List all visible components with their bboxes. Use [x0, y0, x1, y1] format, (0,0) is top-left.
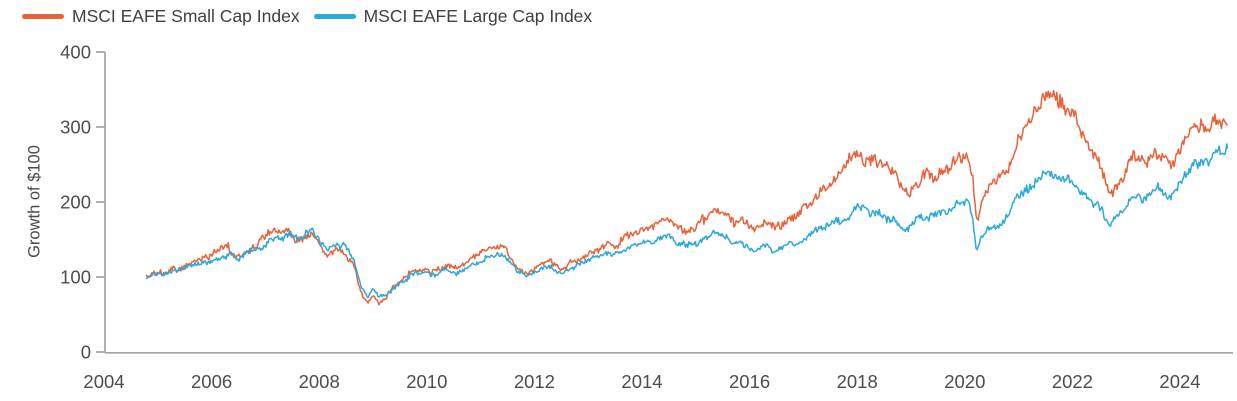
x-tick-label-2006: 2006	[191, 371, 232, 392]
x-tick-label-2020: 2020	[944, 371, 985, 392]
tick-labels: 0 100 200 300 400 2004 2006 2008 2010 2012 2014 201…	[60, 42, 1200, 393]
legend-line-swatch-large-cap	[313, 14, 356, 19]
x-tick-label-2004: 2004	[83, 371, 124, 392]
legend-item-small-cap: MSCI EAFE Small Cap Index	[22, 6, 300, 27]
x-tick-label-2016: 2016	[729, 371, 770, 392]
y-tick-label-0: 0	[81, 342, 91, 363]
x-tick-label-2014: 2014	[621, 371, 662, 392]
legend-item-large-cap: MSCI EAFE Large Cap Index	[313, 6, 593, 27]
x-tick-label-2024: 2024	[1159, 371, 1200, 392]
axes	[96, 51, 1233, 354]
series-line-large-cap	[145, 143, 1229, 299]
x-tick-label-2008: 2008	[299, 371, 340, 392]
y-tick-label-200: 200	[60, 192, 91, 213]
y-tick-label-400: 400	[60, 42, 91, 63]
legend: MSCI EAFE Small Cap Index MSCI EAFE Larg…	[22, 6, 592, 27]
y-tick-label-100: 100	[60, 267, 91, 288]
y-tick-label-300: 300	[60, 117, 91, 138]
legend-label-large-cap: MSCI EAFE Large Cap Index	[363, 6, 593, 26]
legend-label-small-cap: MSCI EAFE Small Cap Index	[72, 6, 300, 26]
x-tick-label-2022: 2022	[1052, 371, 1093, 392]
x-tick-label-2018: 2018	[837, 371, 878, 392]
legend-line-swatch-small-cap	[22, 14, 64, 19]
x-tick-label-2010: 2010	[406, 371, 447, 392]
series-line-small-cap	[145, 89, 1229, 306]
x-tick-label-2012: 2012	[514, 371, 555, 392]
